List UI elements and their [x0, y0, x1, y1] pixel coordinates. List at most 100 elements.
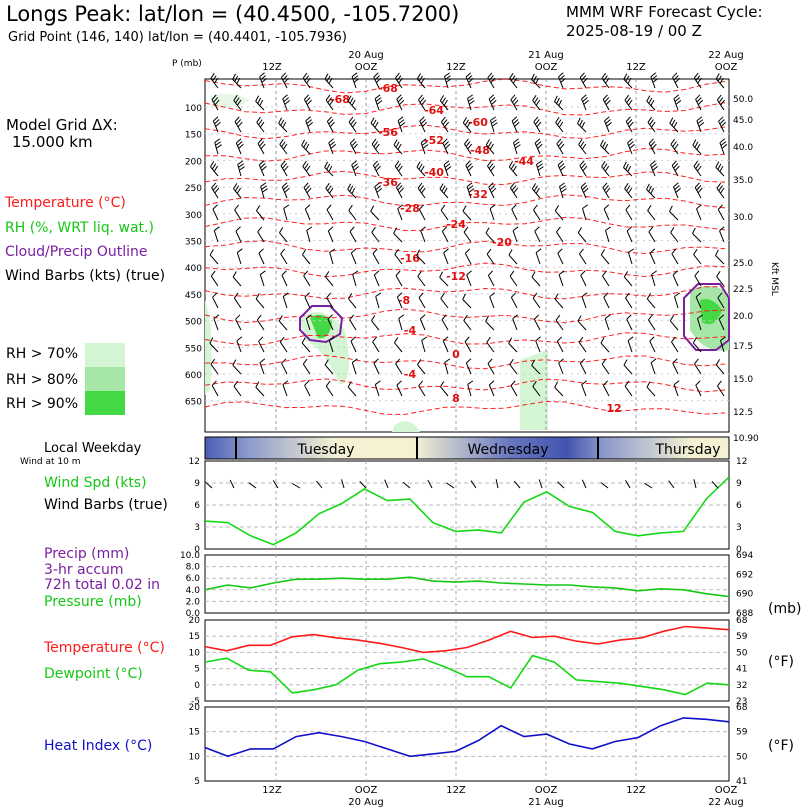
barb-flag: [302, 249, 307, 255]
time-label-top: OOZ: [355, 62, 378, 73]
barb-staff: [418, 297, 426, 309]
barb-flag: [603, 204, 610, 210]
barb-flag: [373, 141, 379, 147]
panel-frame: [204, 619, 730, 702]
barb-flag: [624, 182, 629, 189]
wind-barb: [420, 226, 426, 243]
barb-flag: [669, 117, 674, 124]
barb-flag: [396, 94, 402, 100]
barb-flag: [651, 163, 657, 169]
wind-barb: [558, 358, 564, 375]
heat-index-label: Heat Index (°C): [44, 738, 153, 754]
barb-flag: [491, 122, 498, 127]
barb-flag: [236, 99, 242, 106]
barb-staff: [554, 298, 564, 309]
wind-barb: [559, 182, 567, 199]
barb-staff: [281, 363, 288, 375]
barb-flag: [281, 72, 287, 78]
barb-staff: [371, 232, 380, 243]
wind-barb: [487, 358, 495, 375]
barb-flag: [673, 94, 680, 100]
surface-wind-barb: [229, 479, 235, 489]
barb-flag: [717, 292, 723, 299]
barb-flag: [626, 185, 631, 192]
wind-barb: [486, 336, 495, 353]
barb-flag: [303, 270, 309, 277]
wind-barb: [326, 116, 335, 133]
barb-flag: [375, 165, 381, 172]
barb-flag: [646, 183, 650, 190]
y-tick-right: 41: [736, 665, 747, 675]
barb-flag: [697, 99, 704, 106]
barb-flag: [258, 248, 264, 254]
y-tick-right: 0: [736, 545, 742, 555]
barb-flag: [695, 292, 702, 298]
wind-barb: [532, 292, 541, 309]
barb-flag: [696, 143, 701, 150]
wind-barb: [674, 292, 680, 309]
y-tick-left: 6: [194, 501, 200, 511]
wind-barb: [467, 380, 474, 397]
barb-staff: [257, 231, 265, 243]
wind-barb: [232, 73, 242, 89]
barb-flag: [491, 187, 497, 193]
barb-staff: [487, 363, 495, 375]
barb-flag: [372, 336, 378, 343]
barb-staff: [670, 143, 679, 155]
barb-flag: [371, 315, 376, 321]
surface-wind-barb: [359, 481, 367, 489]
local-weekday-label: Local Weekday: [44, 441, 142, 456]
barb-flag: [605, 226, 611, 231]
barb-staff: [301, 342, 311, 353]
barb-staff: [510, 385, 518, 397]
heat-index-line: [204, 717, 730, 758]
wind-barb: [531, 183, 541, 199]
pressure-line: [204, 576, 730, 598]
barb-flag: [559, 75, 565, 81]
wind-barb: [646, 95, 656, 111]
y-tick-left: 10: [189, 648, 201, 658]
date-label-bottom: 22 Aug: [708, 797, 743, 808]
wind-barb: [670, 226, 679, 243]
wind-barb: [464, 248, 472, 265]
panel-frame: [204, 706, 730, 782]
barb-flag: [347, 95, 352, 102]
wind-barb: [627, 336, 634, 353]
barb-flag: [260, 75, 266, 80]
barb-flag: [695, 380, 701, 386]
barb-flag: [557, 336, 563, 342]
cloud-outline: [683, 283, 730, 351]
barb-flag: [462, 293, 467, 300]
barb-staff: [626, 230, 633, 243]
barb-flag: [324, 359, 329, 366]
barb-flag: [302, 160, 307, 167]
barb-flag: [509, 72, 514, 79]
wind-barb: [301, 337, 311, 353]
barb-flag: [352, 163, 358, 168]
barb-flag: [675, 100, 682, 105]
isotherm-line: [204, 262, 726, 278]
wind-barb: [306, 226, 313, 243]
barb-staff: [605, 230, 610, 243]
barb-flag: [557, 160, 564, 166]
wind-barb: [325, 271, 334, 287]
barb-flag: [488, 94, 495, 100]
wind-barb: [670, 138, 679, 155]
barb-flag: [304, 292, 310, 298]
wind-barb: [351, 160, 360, 177]
barb-staff: [577, 320, 587, 331]
y-tick-left: 10.0: [180, 551, 200, 561]
barb-staff: [394, 165, 403, 177]
wind-barb: [440, 381, 449, 397]
barb-flag: [651, 143, 657, 150]
date-label-bottom: 20 Aug: [348, 797, 383, 808]
wind-barb: [395, 72, 404, 89]
barb-flag: [279, 138, 284, 145]
barb-staff: [393, 233, 403, 243]
barb-flag: [581, 75, 587, 81]
barb-flag: [606, 121, 612, 127]
barb-flag: [672, 141, 677, 148]
wind-barb: [281, 270, 288, 287]
wind-barb: [213, 314, 220, 331]
barb-flag: [466, 270, 472, 276]
